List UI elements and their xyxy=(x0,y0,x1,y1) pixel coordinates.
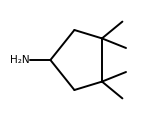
Text: H₂N: H₂N xyxy=(10,55,29,65)
